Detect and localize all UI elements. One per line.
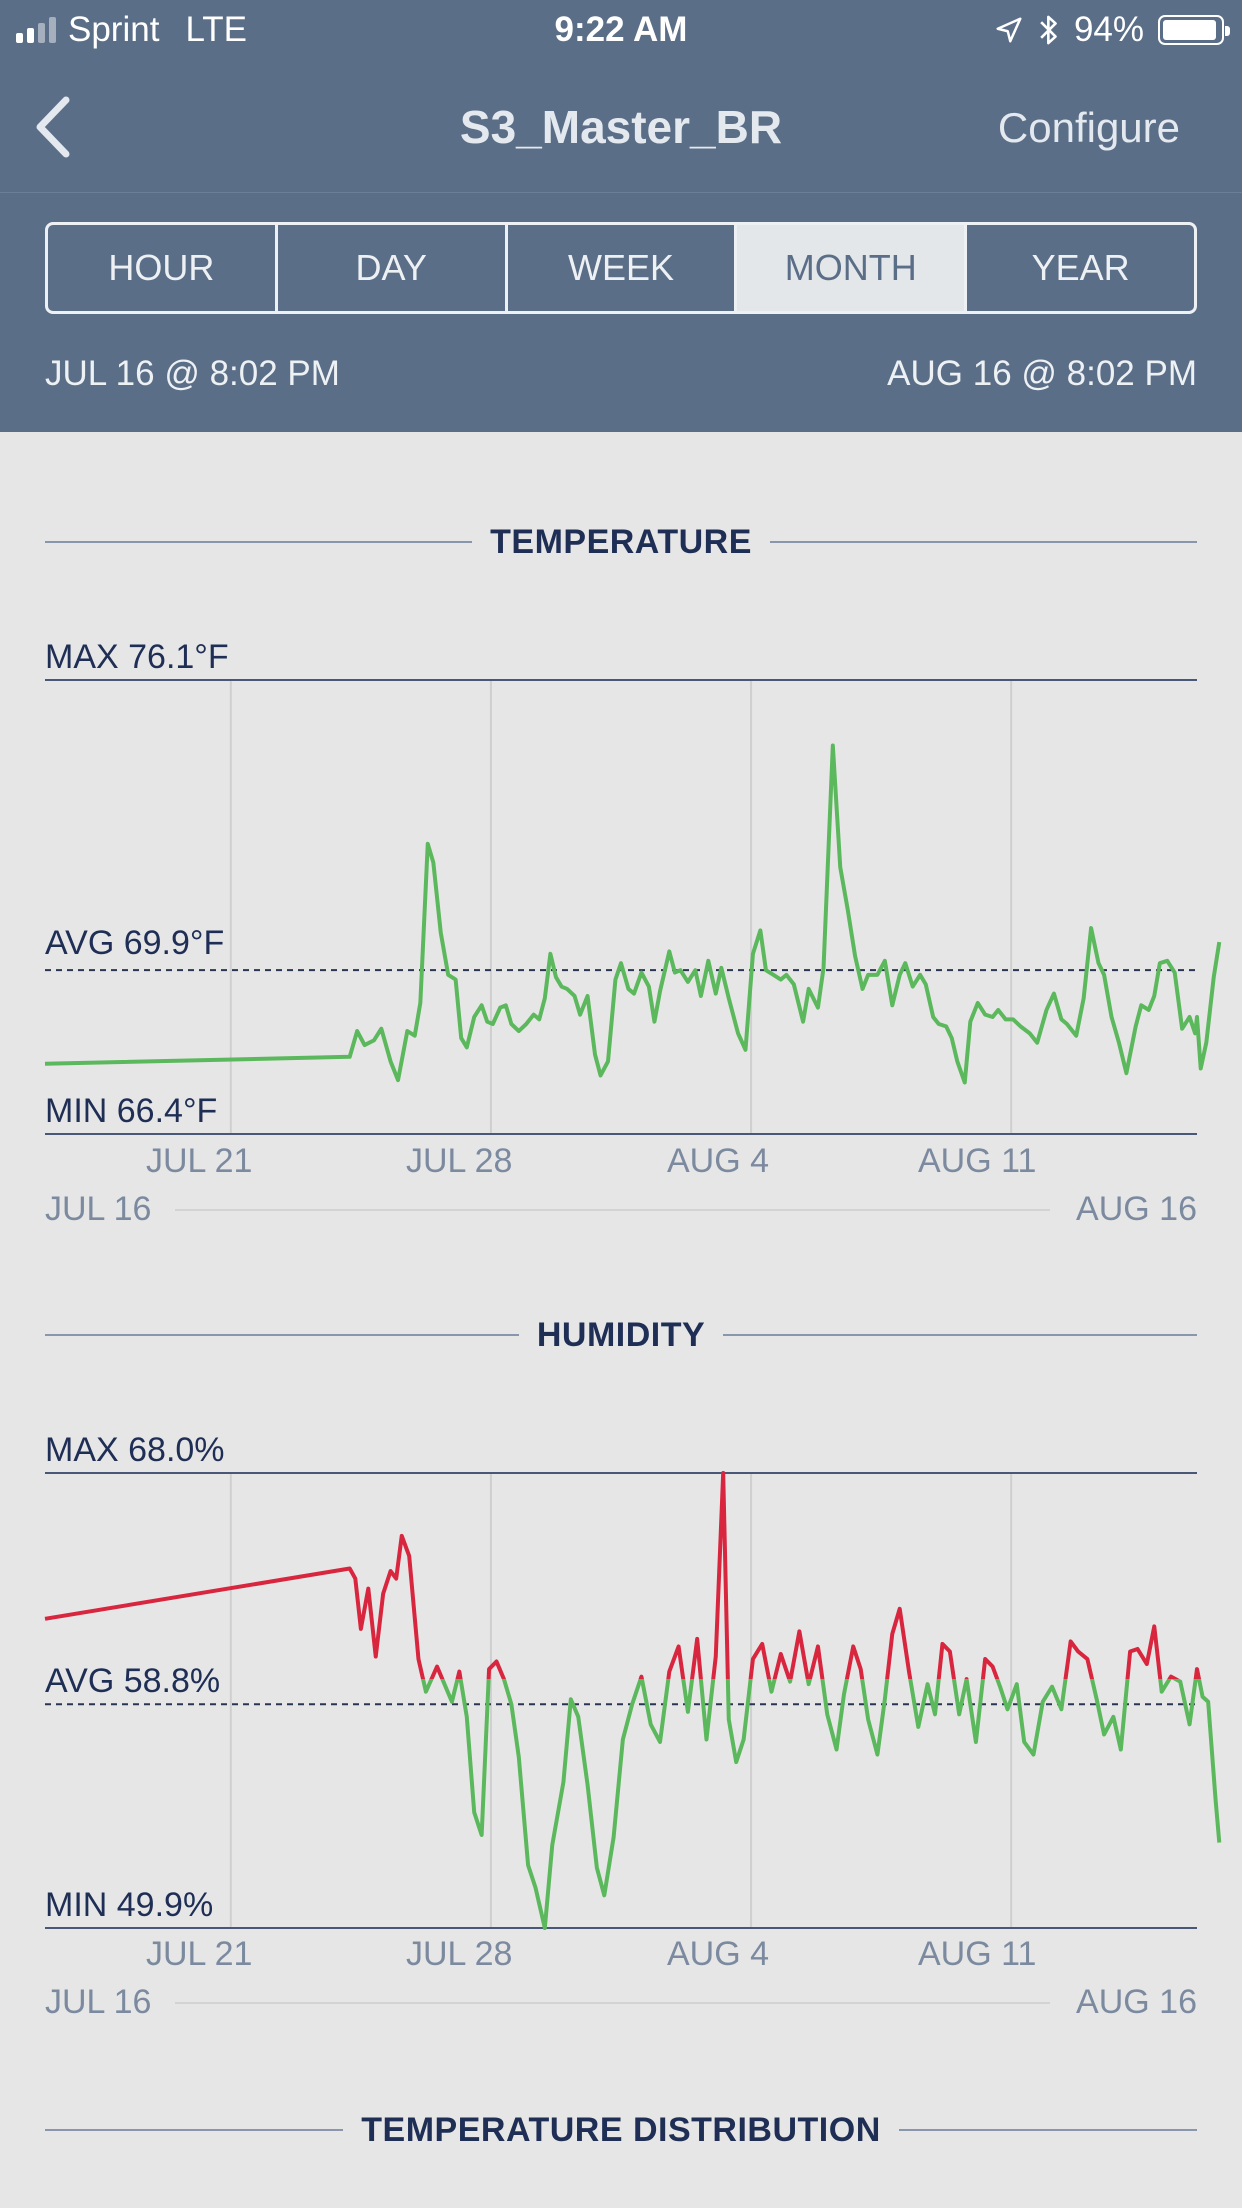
page-title: S3_Master_BR [459, 101, 783, 153]
tab-month[interactable]: MONTH [737, 225, 968, 311]
chevron-left-icon[interactable] [30, 96, 80, 158]
temperature-heading: TEMPERATURE [490, 522, 752, 561]
humidity-chart [44, 1471, 1222, 2004]
x-tick-label: JUL 21 [146, 1142, 253, 1180]
nav-bar: S3_Master_BR Configure [0, 62, 1242, 193]
distribution-section-title: TEMPERATURE DISTRIBUTION [45, 2108, 1198, 2152]
range-selector: HOUR DAY WEEK MONTH YEAR [45, 222, 1197, 314]
range-end-label: AUG 16 [1076, 1190, 1197, 1228]
x-tick-label: JUL 21 [146, 1935, 253, 1973]
temperature-avg-label: AVG 69.9°F [45, 924, 225, 962]
humidity-series-line-above [44, 1471, 1202, 1680]
temperature-series-line [44, 743, 1222, 1085]
x-tick-label: JUL 28 [406, 1935, 513, 1973]
temperature-max-label: MAX 76.1°F [45, 638, 229, 676]
divider [769, 541, 1198, 543]
location-arrow-icon [996, 17, 1022, 43]
divider [723, 1334, 1198, 1336]
tab-week[interactable]: WEEK [508, 225, 738, 311]
x-tick-label: AUG 11 [918, 1935, 1037, 1973]
tab-year[interactable]: YEAR [1031, 247, 1130, 288]
carrier-name: Sprint [68, 10, 160, 49]
x-tick-label: AUG 11 [918, 1142, 1037, 1180]
battery-fill [1163, 20, 1216, 40]
battery-icon [1158, 15, 1230, 45]
divider [45, 2129, 344, 2131]
x-tick-label: JUL 28 [406, 1142, 513, 1180]
divider [45, 1334, 519, 1336]
temperature-section-title: TEMPERATURE [45, 520, 1198, 564]
range-end-label: AUG 16 [1076, 1983, 1197, 2021]
tab-hour[interactable]: HOUR [48, 225, 278, 311]
divider [45, 541, 473, 543]
network-type: LTE [185, 10, 248, 49]
clock: 9:22 AM [554, 10, 688, 49]
tab-day[interactable]: DAY [278, 225, 508, 311]
temperature-min-label: MIN 66.4°F [45, 1092, 218, 1130]
humidity-heading: HUMIDITY [536, 1315, 706, 1354]
battery-percent: 94% [1073, 10, 1144, 49]
status-bar: Sprint LTE 9:22 AM 94% [0, 0, 1242, 62]
humidity-min-label: MIN 49.9% [45, 1886, 214, 1924]
humidity-max-label: MAX 68.0% [45, 1431, 225, 1469]
humidity-avg-label: AVG 58.8% [45, 1662, 221, 1700]
configure-button[interactable]: Configure [997, 104, 1180, 151]
signal-icon [16, 17, 56, 43]
humidity-series-line-below [420, 1679, 1222, 1930]
range-end-date: AUG 16 @ 8:02 PM [887, 354, 1197, 393]
humidity-section-title: HUMIDITY [45, 1313, 1198, 1357]
battery-nub [1225, 26, 1230, 36]
bluetooth-icon [1040, 15, 1057, 45]
range-start-date: JUL 16 @ 8:02 PM [45, 354, 340, 393]
range-start-label: JUL 16 [45, 1190, 152, 1228]
distribution-heading: TEMPERATURE DISTRIBUTION [361, 2110, 881, 2149]
range-start-label: JUL 16 [45, 1983, 152, 2021]
temperature-chart [44, 679, 1222, 1211]
x-tick-label: AUG 4 [667, 1142, 770, 1180]
divider [898, 2129, 1198, 2131]
header: Sprint LTE 9:22 AM 94% S3_Master_BR Conf… [0, 0, 1242, 432]
x-tick-label: AUG 4 [667, 1935, 770, 1973]
